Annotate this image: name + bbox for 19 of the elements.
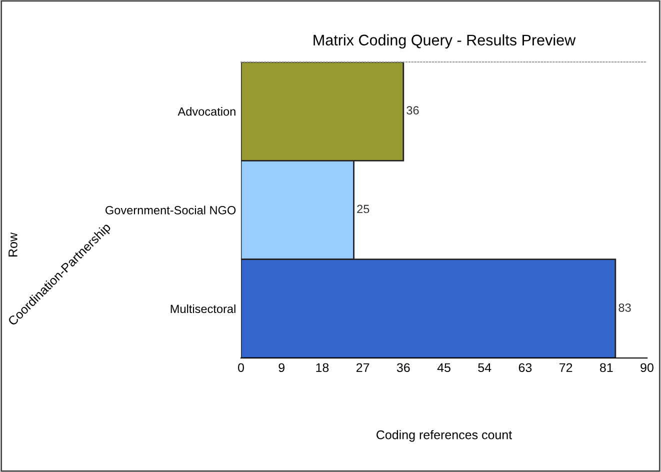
x-tick-label: 0 [238,363,244,372]
y-tick-label: Government-Social NGO [106,206,236,214]
x-tick-label: 54 [478,363,492,372]
x-tick-label: 27 [356,363,370,372]
x-tick-label: 72 [559,363,572,372]
x-axis-title: Coding references count [376,430,512,442]
y-tick-label: Multisectoral [170,304,236,314]
x-tick-label: 18 [316,363,329,372]
x-tick-label: 45 [437,363,450,372]
x-tick-label: 90 [640,363,654,372]
x-tick-label: 36 [396,363,410,372]
data-label: 36 [406,106,419,114]
x-tick-label: 9 [278,363,284,372]
x-tick-label: 81 [600,363,613,372]
data-label: 83 [618,303,631,312]
data-label: 25 [357,204,370,214]
chart-title: Matrix Coding Query - Results Preview [314,34,576,49]
y-tick-label: Advocation [178,107,236,116]
x-tick-label: 63 [518,363,532,372]
